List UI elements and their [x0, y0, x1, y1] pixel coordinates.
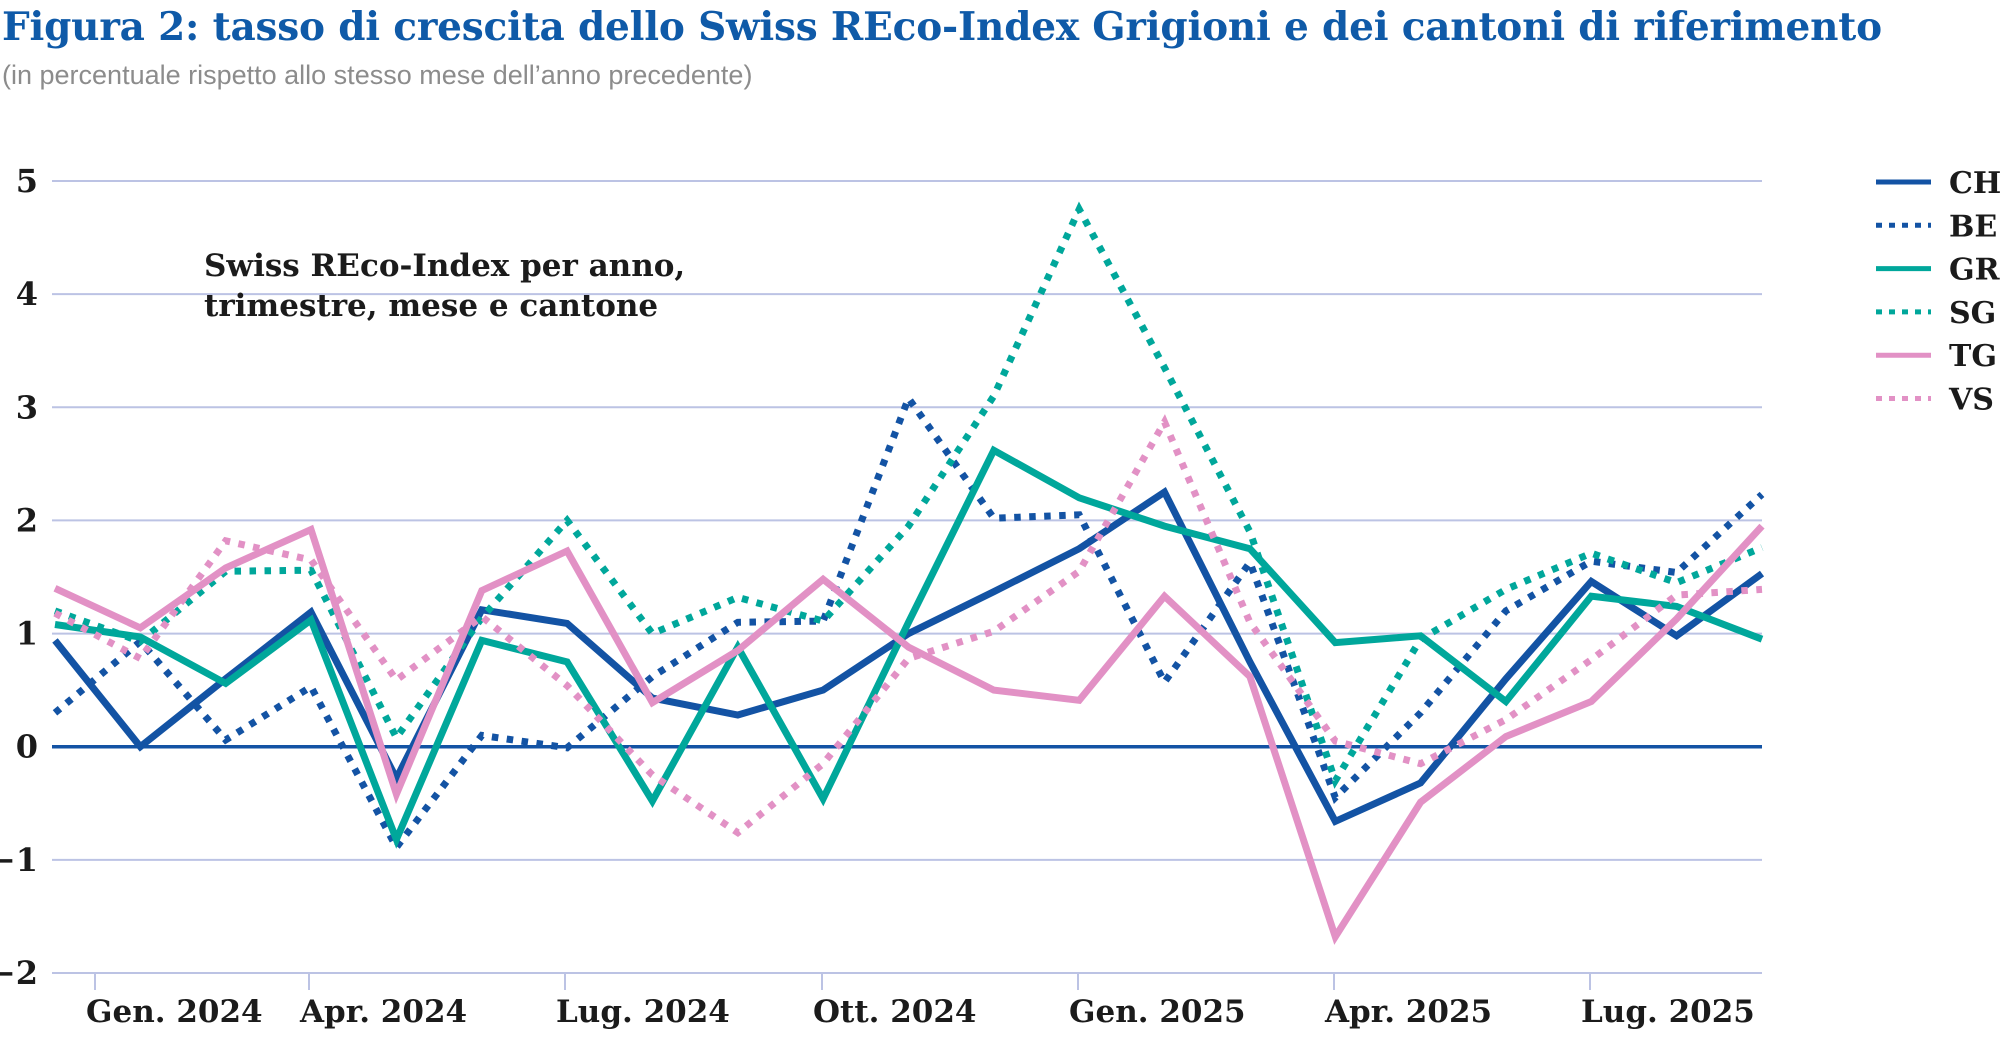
x-axis-label: Gen. 2025 [1069, 994, 1246, 1030]
y-axis-label: −2 [0, 954, 38, 992]
figure-subtitle: (in percentuale rispetto allo stesso mes… [2, 60, 753, 90]
legend-label-SG: SG [1949, 296, 1996, 331]
chart-annotation-line1: Swiss REco-Index per anno, [204, 248, 686, 284]
chart-annotation: Swiss REco-Index per anno, trimestre, me… [204, 246, 685, 326]
y-axis-label: 3 [16, 388, 38, 426]
series-line-VS [53, 414, 1763, 838]
x-axis-ticks [94, 973, 1591, 990]
x-axis-label: Apr. 2025 [1324, 994, 1492, 1030]
legend-label-CH: CH [1949, 166, 2000, 201]
y-axis-labels: 5 4 3 2 1 0 −1 −2 [0, 162, 38, 992]
x-axis-label: Gen. 2024 [86, 994, 263, 1030]
y-axis-label: 5 [16, 162, 38, 200]
legend-item-BE: BE [1876, 209, 1997, 244]
x-axis-label: Lug. 2024 [556, 994, 730, 1030]
series-line-CH [52, 487, 1765, 826]
y-axis-label: 4 [16, 275, 38, 313]
figure-title: Figura 2: tasso di crescita dello Swiss … [2, 4, 1882, 50]
legend-label-BE: BE [1949, 209, 1997, 244]
legend-item-TG: TG [1876, 339, 1997, 374]
y-axis-label: 2 [16, 501, 38, 539]
legend: CH BE GR SG TG VS [1876, 166, 2000, 418]
legend-item-GR: GR [1876, 253, 2000, 288]
legend-label-VS: VS [1948, 383, 1994, 418]
legend-item-SG: SG [1876, 296, 1996, 331]
x-axis-labels: Gen. 2024 Apr. 2024 Lug. 2024 Ott. 2024 Gen.… [86, 994, 1755, 1030]
y-axis-label: −1 [0, 841, 38, 879]
series-line-GR [54, 445, 1764, 849]
series-line-BE [52, 390, 1765, 854]
legend-label-GR: GR [1949, 253, 2000, 288]
legend-item-CH: CH [1876, 166, 2000, 201]
x-axis-label: Ott. 2024 [813, 994, 977, 1030]
x-axis-label: Lug. 2025 [1581, 994, 1755, 1030]
x-axis-label: Apr. 2024 [299, 994, 467, 1030]
y-axis-label: 1 [16, 615, 38, 653]
y-axis-label: 0 [16, 728, 38, 766]
chart-annotation-line2: trimestre, mese e cantone [204, 288, 659, 324]
legend-item-VS: VS [1876, 383, 1994, 418]
series-line-TG [53, 523, 1765, 945]
legend-label-TG: TG [1949, 339, 1997, 374]
